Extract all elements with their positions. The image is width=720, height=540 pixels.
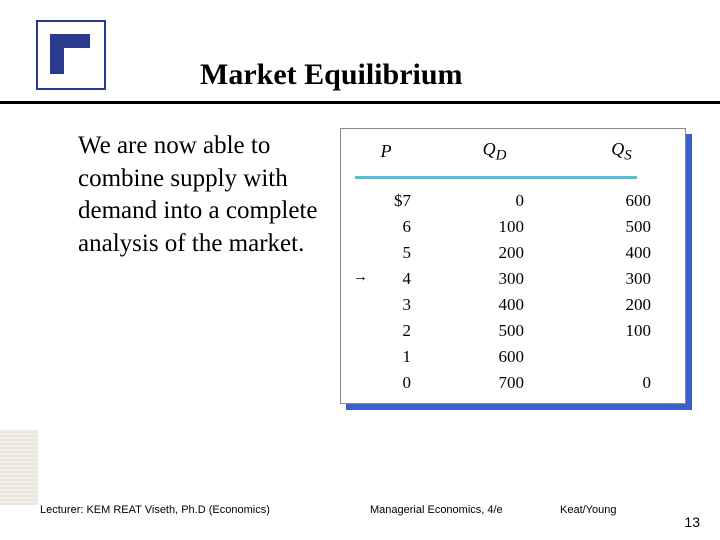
body: We are now able to combine supply with d… [0,130,720,470]
cell-price: 2 [341,318,431,344]
cell-qd: 700 [431,370,558,396]
table-row: 3400200 [341,292,685,318]
slide-title: Market Equilibrium [200,58,463,92]
table-header-row: P QD QS [341,129,685,173]
cell-price: 3 [341,292,431,318]
footer-lecturer: Lecturer: KEM REAT Viseth, Ph.D (Economi… [40,504,270,516]
cell-qs: 100 [558,318,685,344]
header: Market Equilibrium [0,0,720,104]
equilibrium-table: P QD QS $7060061005005200400→43003003400… [341,129,685,396]
table-panel: P QD QS $7060061005005200400→43003003400… [340,128,686,404]
col-header-qs: QS [558,129,685,173]
equilibrium-table-block: P QD QS $7060061005005200400→43003003400… [340,128,692,410]
cell-qs: 500 [558,214,685,240]
cell-qs: 600 [558,188,685,214]
cell-qs: 200 [558,292,685,318]
cell-price: 0 [341,370,431,396]
col-header-p: P [341,129,431,173]
cell-qd: 0 [431,188,558,214]
logo [36,20,106,90]
cell-qd: 500 [431,318,558,344]
table-row: 2500100 [341,318,685,344]
cell-qs [558,344,685,370]
cell-qs: 300 [558,266,685,292]
footer-page-number: 13 [684,514,700,530]
table-row: →4300300 [341,266,685,292]
footer-book: Managerial Economics, 4/e [370,504,503,516]
table-body: $7060061005005200400→4300300340020025001… [341,188,685,396]
table-row: 5200400 [341,240,685,266]
table-row: 07000 [341,370,685,396]
cell-price: 5 [341,240,431,266]
table-row: 1600 [341,344,685,370]
col-header-qd: QD [431,129,558,173]
header-underline [341,173,685,188]
body-paragraph: We are now able to combine supply with d… [78,130,323,260]
cell-qd: 300 [431,266,558,292]
cell-qd: 600 [431,344,558,370]
cell-price: →4 [341,266,431,292]
table-row: $70600 [341,188,685,214]
cell-price: 1 [341,344,431,370]
cell-price: 6 [341,214,431,240]
table-row: 6100500 [341,214,685,240]
cell-qd: 100 [431,214,558,240]
slide: Market Equilibrium We are now able to co… [0,0,720,540]
arrow-icon: → [353,269,368,286]
footer: Lecturer: KEM REAT Viseth, Ph.D (Economi… [0,504,720,526]
cell-qs: 400 [558,240,685,266]
cell-price: $7 [341,188,431,214]
cell-qs: 0 [558,370,685,396]
cell-qd: 200 [431,240,558,266]
cell-qd: 400 [431,292,558,318]
footer-authors: Keat/Young [560,504,616,516]
